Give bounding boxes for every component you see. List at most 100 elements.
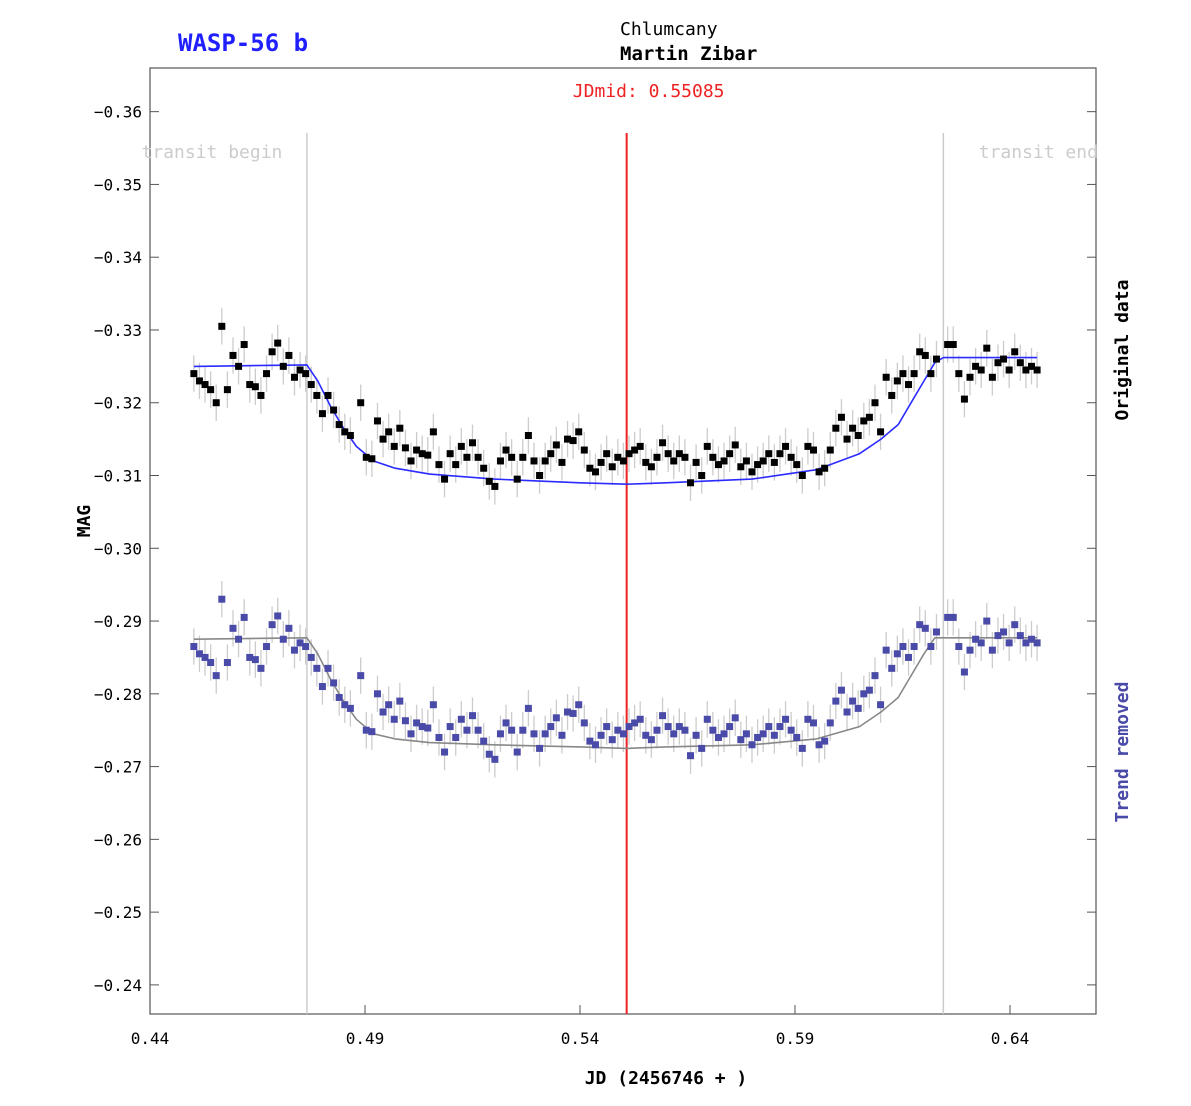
y-tick-label: −0.34	[94, 248, 142, 267]
original-data-point	[480, 464, 488, 472]
trend-removed-label: Trend removed	[1112, 682, 1133, 823]
trend-removed-point	[357, 672, 365, 680]
trend-removed-point	[257, 664, 265, 672]
trend-removed-point	[341, 701, 349, 709]
original-data-point	[541, 457, 549, 465]
original-data-point	[983, 344, 991, 352]
trend-removed-point	[653, 726, 661, 734]
y-tick-label: −0.27	[94, 758, 142, 777]
original-data-point	[843, 435, 851, 443]
x-tick-label: 0.44	[131, 1029, 170, 1048]
trend-removed-point	[837, 686, 845, 694]
trend-removed-point	[843, 708, 851, 716]
trend-removed-point	[603, 723, 611, 731]
original-data-point	[837, 413, 845, 421]
trend-removed-point	[631, 719, 639, 727]
trend-removed-point	[709, 726, 717, 734]
trend-removed-point	[793, 733, 801, 741]
trend-removed-point	[240, 613, 248, 621]
original-data-point	[603, 450, 611, 458]
original-data-point	[435, 461, 443, 469]
trend-removed-point	[223, 659, 231, 667]
trend-removed-point	[754, 733, 762, 741]
original-data-point	[290, 373, 298, 381]
original-data-point	[798, 472, 806, 480]
trend-removed-point	[625, 723, 633, 731]
trend-removed-point	[720, 730, 728, 738]
original-data-point	[966, 373, 974, 381]
y-axis-label: MAG	[74, 505, 95, 538]
original-data-point	[653, 453, 661, 461]
trend-removed-point	[804, 715, 812, 723]
trend-removed-point	[782, 715, 790, 723]
trend-removed-point	[608, 736, 616, 744]
trend-removed-point	[413, 719, 421, 727]
original-data-point	[491, 482, 499, 490]
trend-removed-point	[726, 723, 734, 731]
original-data-point	[821, 464, 829, 472]
original-data-point	[642, 458, 650, 466]
trend-removed-point	[809, 719, 817, 727]
original-data-point	[988, 373, 996, 381]
original-data-point	[776, 450, 784, 458]
trend-removed-point	[636, 715, 644, 723]
target-name: WASP-56 b	[178, 29, 308, 57]
original-data-point	[619, 457, 627, 465]
original-data-point	[586, 464, 594, 472]
x-axis-label: JD (2456746 + )	[585, 1068, 748, 1089]
original-data-point	[647, 463, 655, 471]
trend-removed-point	[290, 646, 298, 654]
original-data-point	[446, 450, 454, 458]
original-data-point	[508, 453, 516, 461]
trend-removed-point	[994, 632, 1002, 640]
original-data-point	[463, 453, 471, 461]
original-data-point	[313, 391, 321, 399]
trend-removed-point	[519, 726, 527, 734]
original-data-point	[826, 446, 834, 454]
original-data-point	[899, 370, 907, 378]
trend-removed-point	[916, 621, 924, 629]
trend-removed-point	[1000, 628, 1008, 636]
trend-removed-point	[435, 733, 443, 741]
original-data-point	[341, 428, 349, 436]
trend-removed-point	[899, 643, 907, 651]
trend-removed-point	[748, 741, 756, 749]
trend-removed-point	[742, 730, 750, 738]
x-tick-label: 0.49	[346, 1029, 385, 1048]
trend-removed-point	[698, 744, 706, 752]
trend-removed-point	[279, 635, 287, 643]
trend-removed-point	[496, 730, 504, 738]
trend-removed-point	[469, 712, 476, 720]
y-tick-label: −0.36	[94, 103, 142, 122]
trend-removed-point	[1016, 632, 1024, 640]
original-data-point	[201, 381, 209, 389]
trend-removed-point	[251, 656, 259, 664]
original-data-point	[742, 457, 750, 465]
x-tick-label: 0.54	[561, 1029, 600, 1048]
trend-removed-point	[285, 624, 293, 632]
original-data-point	[240, 341, 248, 349]
trend-removed-point	[385, 701, 393, 709]
trend-removed-point	[865, 686, 873, 694]
trend-removed-point	[776, 723, 784, 731]
original-data-point	[737, 463, 745, 471]
original-data-point	[882, 373, 890, 381]
original-data-point	[905, 381, 913, 389]
original-data-point	[698, 472, 706, 480]
y-tick-label: −0.33	[94, 321, 142, 340]
original-data-point	[625, 450, 633, 458]
trend-removed-point	[642, 731, 650, 739]
data-points	[190, 322, 1041, 763]
trend-removed-point	[703, 715, 711, 723]
trend-removed-point	[765, 723, 773, 731]
trend-removed-point	[379, 708, 387, 716]
original-data-point	[994, 359, 1002, 367]
original-data-point	[223, 386, 231, 394]
trend-removed-point	[474, 726, 482, 734]
trend-removed-point	[313, 664, 321, 672]
trend-removed-point	[201, 653, 209, 661]
trend-removed-point	[575, 701, 583, 709]
plot-area-frame	[149, 67, 1097, 1015]
original-data-point	[229, 351, 237, 359]
trend-removed-point	[564, 708, 572, 716]
